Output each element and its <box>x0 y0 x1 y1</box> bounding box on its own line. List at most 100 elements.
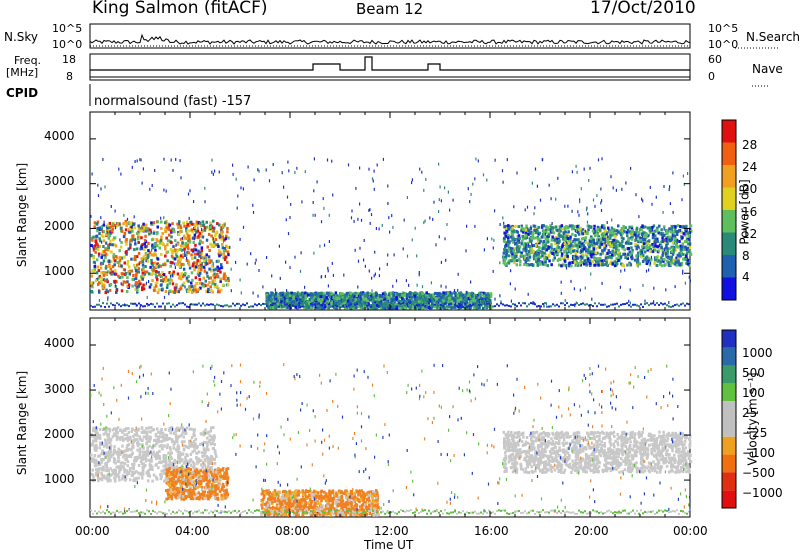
heatmap-cell <box>308 300 312 304</box>
heatmap-cell <box>192 241 195 244</box>
heatmap-cell <box>142 228 145 232</box>
sparse-echo <box>579 200 581 204</box>
heatmap-cell <box>106 227 109 231</box>
heatmap-cell <box>595 229 598 233</box>
heatmap-cell <box>150 223 153 226</box>
sparse-echo <box>294 171 296 174</box>
heatmap-cell <box>588 248 591 251</box>
heatmap-cell <box>654 237 657 241</box>
heatmap-cell <box>100 234 104 237</box>
heatmap-cell <box>688 242 692 246</box>
heatmap-cell <box>453 296 456 300</box>
heatmap-cell <box>224 275 227 279</box>
p1-ytick-4000: 4000 <box>44 129 75 143</box>
heatmap-cell <box>133 238 137 242</box>
heatmap-cell <box>571 227 574 231</box>
near-range-echo <box>334 305 336 308</box>
sparse-echo <box>360 297 362 301</box>
heatmap-cell <box>635 247 638 251</box>
heatmap-cell <box>140 236 143 240</box>
heatmap-cell <box>601 251 604 255</box>
heatmap-cell <box>100 225 104 228</box>
heatmap-cell <box>96 433 99 437</box>
near-range-echo <box>566 302 568 305</box>
heatmap-cell <box>626 228 630 232</box>
heatmap-cell <box>157 239 160 243</box>
near-range-echo <box>550 305 552 308</box>
heatmap-cell <box>572 226 575 230</box>
heatmap-cell <box>197 249 200 253</box>
sparse-echo <box>680 228 682 232</box>
heatmap-cell <box>215 259 219 263</box>
near-range-echo <box>344 305 346 308</box>
sparse-echo <box>424 219 426 223</box>
near-range-echo <box>488 302 490 305</box>
heatmap-cell <box>90 281 93 285</box>
heatmap-cell <box>475 306 479 310</box>
heatmap-cell <box>104 256 107 260</box>
heatmap-cell <box>601 224 604 228</box>
heatmap-cell <box>199 251 202 255</box>
heatmap-cell <box>630 229 633 233</box>
heatmap-cell <box>198 274 201 278</box>
near-range-echo <box>180 302 182 305</box>
sparse-echo <box>274 288 276 292</box>
sparse-echo <box>571 209 573 213</box>
heatmap-cell <box>265 300 269 304</box>
heatmap-cell <box>536 229 539 233</box>
heatmap-cell <box>536 263 539 267</box>
near-range-echo <box>380 305 382 308</box>
heatmap-cell <box>364 298 368 302</box>
heatmap-cell <box>510 246 513 250</box>
heatmap-cell <box>219 270 222 274</box>
near-range-echo <box>388 304 390 307</box>
heatmap-cell <box>284 305 288 309</box>
heatmap-cell <box>571 261 574 264</box>
sparse-echo <box>363 239 365 242</box>
heatmap-cell <box>410 295 413 299</box>
heatmap-cell <box>599 256 602 260</box>
heatmap-cell <box>688 246 691 249</box>
heatmap-cell <box>314 304 317 308</box>
heatmap-cell <box>343 293 347 297</box>
sparse-echo <box>475 157 477 161</box>
heatmap-cell <box>265 295 269 299</box>
heatmap-cell <box>160 283 163 287</box>
heatmap-cell <box>435 292 439 296</box>
sparse-echo <box>500 300 502 304</box>
near-range-echo <box>430 305 432 308</box>
sparse-echo <box>606 221 608 224</box>
heatmap-cell <box>687 250 691 254</box>
heatmap-cell <box>593 257 597 261</box>
heatmap-cell <box>454 305 457 309</box>
near-range-echo <box>374 303 376 306</box>
heatmap-cell <box>511 232 514 236</box>
near-range-echo <box>404 304 406 307</box>
heatmap-cell <box>178 276 181 280</box>
heatmap-cell <box>155 275 158 279</box>
near-range-echo <box>274 302 276 305</box>
heatmap-cell <box>425 305 429 309</box>
heatmap-cell <box>521 239 524 243</box>
sparse-echo <box>573 287 575 291</box>
heatmap-cell <box>148 285 152 289</box>
heatmap-cell <box>470 299 473 303</box>
power-tick-16: 16 <box>742 205 758 219</box>
heatmap-cell <box>392 306 396 310</box>
heatmap-cell <box>587 257 590 261</box>
heatmap-cell <box>581 242 584 246</box>
heatmap-cell <box>442 299 445 303</box>
sparse-echo <box>432 217 434 221</box>
heatmap-cell <box>523 263 526 266</box>
heatmap-cell <box>141 271 145 275</box>
sparse-echo <box>411 238 413 242</box>
heatmap-cell <box>660 256 663 260</box>
heatmap-cell <box>161 287 164 291</box>
heatmap-cell <box>405 300 408 304</box>
vel-tick-neg100: −100 <box>742 446 775 460</box>
heatmap-cell <box>645 233 648 237</box>
heatmap-cell <box>575 238 578 242</box>
heatmap-cell <box>111 265 115 269</box>
heatmap-cell <box>593 230 596 234</box>
near-range-echo <box>662 303 664 306</box>
